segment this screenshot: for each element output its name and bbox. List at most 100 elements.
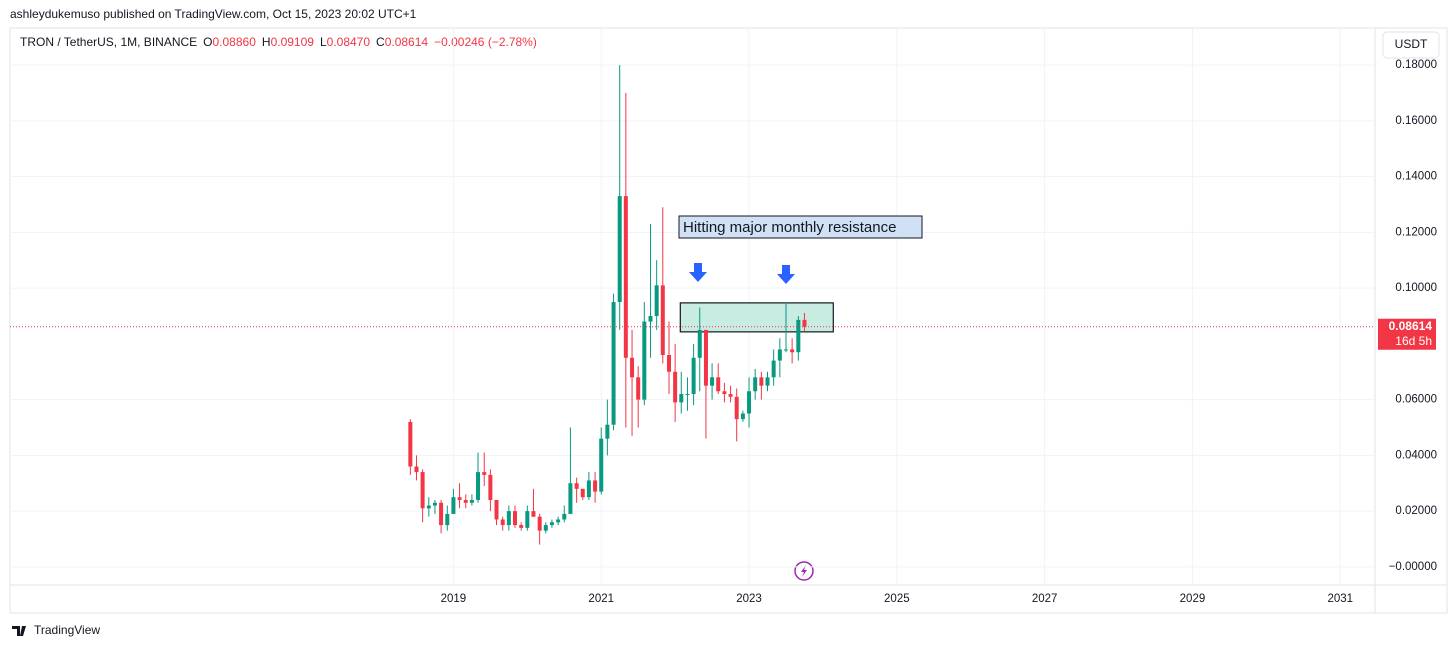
candle-body [556, 519, 561, 523]
candle-body [790, 349, 795, 353]
y-tick-label: 0.10000 [1395, 282, 1437, 294]
y-tick-label: 0.04000 [1395, 449, 1437, 461]
candle-body [457, 497, 462, 500]
brand: TradingView [34, 623, 100, 637]
candle-body [439, 502, 444, 526]
candle-body [580, 488, 585, 498]
candle-body [722, 391, 727, 395]
candle-body [506, 511, 511, 526]
candle-body [642, 321, 647, 400]
y-tick-label: 0.02000 [1395, 505, 1437, 517]
candle-body [525, 511, 530, 528]
candle-body [771, 360, 776, 378]
candle-body [574, 483, 579, 489]
candle-body [593, 480, 598, 492]
candle-body [685, 394, 690, 396]
candle-body [414, 466, 419, 473]
candle-body [451, 497, 456, 514]
ohlc-value: 0.08470 [327, 35, 371, 49]
candle-body [519, 525, 524, 528]
candle-body [623, 196, 628, 358]
ohlc-key: C [376, 35, 385, 49]
candle-body [648, 315, 653, 322]
candle-body [630, 357, 635, 378]
candle-body [636, 377, 641, 400]
candle-body [426, 505, 431, 509]
y-tick-label: 0.06000 [1395, 394, 1437, 406]
ohlc-value: 0.08860 [213, 35, 257, 49]
event-icon [794, 561, 814, 581]
candle-body [734, 396, 739, 420]
candle-body [747, 391, 752, 414]
candle-body [703, 329, 708, 386]
symbol: TRON / TetherUS, 1M, BINANCE [20, 35, 197, 49]
candle-body [488, 474, 493, 500]
candle-body [599, 438, 604, 492]
candle-body [408, 421, 413, 467]
x-tick-label: 2029 [1180, 593, 1206, 605]
candle-body [666, 355, 671, 372]
candle-body [728, 394, 733, 397]
tv-logo [12, 626, 26, 636]
candle-body [802, 319, 807, 327]
candle-body [691, 357, 696, 395]
candle-body [476, 472, 481, 500]
candle-body [605, 424, 610, 439]
ohlc-value: 0.09109 [271, 35, 315, 49]
y-tick-label: 0.16000 [1395, 115, 1437, 127]
candle-body [660, 285, 665, 356]
candle-body [759, 377, 764, 386]
annotation: Hitting major monthly resistance [683, 219, 896, 236]
candle-body [445, 513, 450, 526]
candle-body [494, 499, 499, 520]
candle-body [562, 513, 567, 520]
price-tag [1378, 318, 1436, 350]
ohlc-key: L [320, 35, 327, 49]
candle-body [673, 371, 678, 403]
y-tick-label: 0.12000 [1395, 226, 1437, 238]
change: −0.00246 (−2.78%) [434, 35, 537, 49]
price-label: 0.08614 [1389, 319, 1433, 333]
candle-body [716, 377, 721, 392]
candle-body [537, 516, 542, 531]
ohlc-key: H [262, 35, 271, 49]
candle-body [420, 472, 425, 509]
candle-body [796, 319, 801, 353]
annotation-box [678, 215, 923, 239]
candle-body [697, 329, 702, 358]
candle-body [611, 302, 616, 425]
attribution: ashleydukemuso published on TradingView.… [10, 7, 417, 21]
x-tick-label: 2027 [1032, 593, 1058, 605]
candle-body [753, 377, 758, 392]
currency[interactable]: USDT [1395, 37, 1428, 51]
ohlc-key: O [203, 35, 212, 49]
candle-body [512, 511, 517, 526]
x-tick-label: 2023 [736, 593, 762, 605]
countdown: 16d 5h [1395, 334, 1432, 348]
arrows [689, 263, 795, 284]
currency-button[interactable] [1382, 31, 1440, 59]
candle-body [765, 377, 770, 386]
candle-body [469, 499, 474, 503]
candle-body [463, 499, 468, 503]
candle-body [783, 349, 788, 351]
candle-body [654, 285, 659, 316]
y-tick-label: 0.18000 [1395, 59, 1437, 71]
y-tick-label: 0.14000 [1395, 171, 1437, 183]
candle-body [586, 480, 591, 498]
candle-body [531, 511, 536, 517]
x-tick-label: 2019 [441, 593, 467, 605]
resistance-zone [679, 302, 834, 333]
frame [9, 27, 1448, 614]
candle-body [482, 472, 487, 475]
x-tick-label: 2025 [884, 593, 910, 605]
ohlc-value: 0.08614 [385, 35, 429, 49]
symbol-legend: TRON / TetherUS, 1M, BINANCE O0.08860 H0.0… [20, 35, 537, 49]
candle-body [777, 349, 782, 361]
candle-body [432, 502, 437, 506]
candle-body [549, 522, 554, 526]
candle-body [568, 483, 573, 514]
y-tick-label: −0.00000 [1389, 561, 1437, 573]
candle-body [617, 196, 622, 303]
